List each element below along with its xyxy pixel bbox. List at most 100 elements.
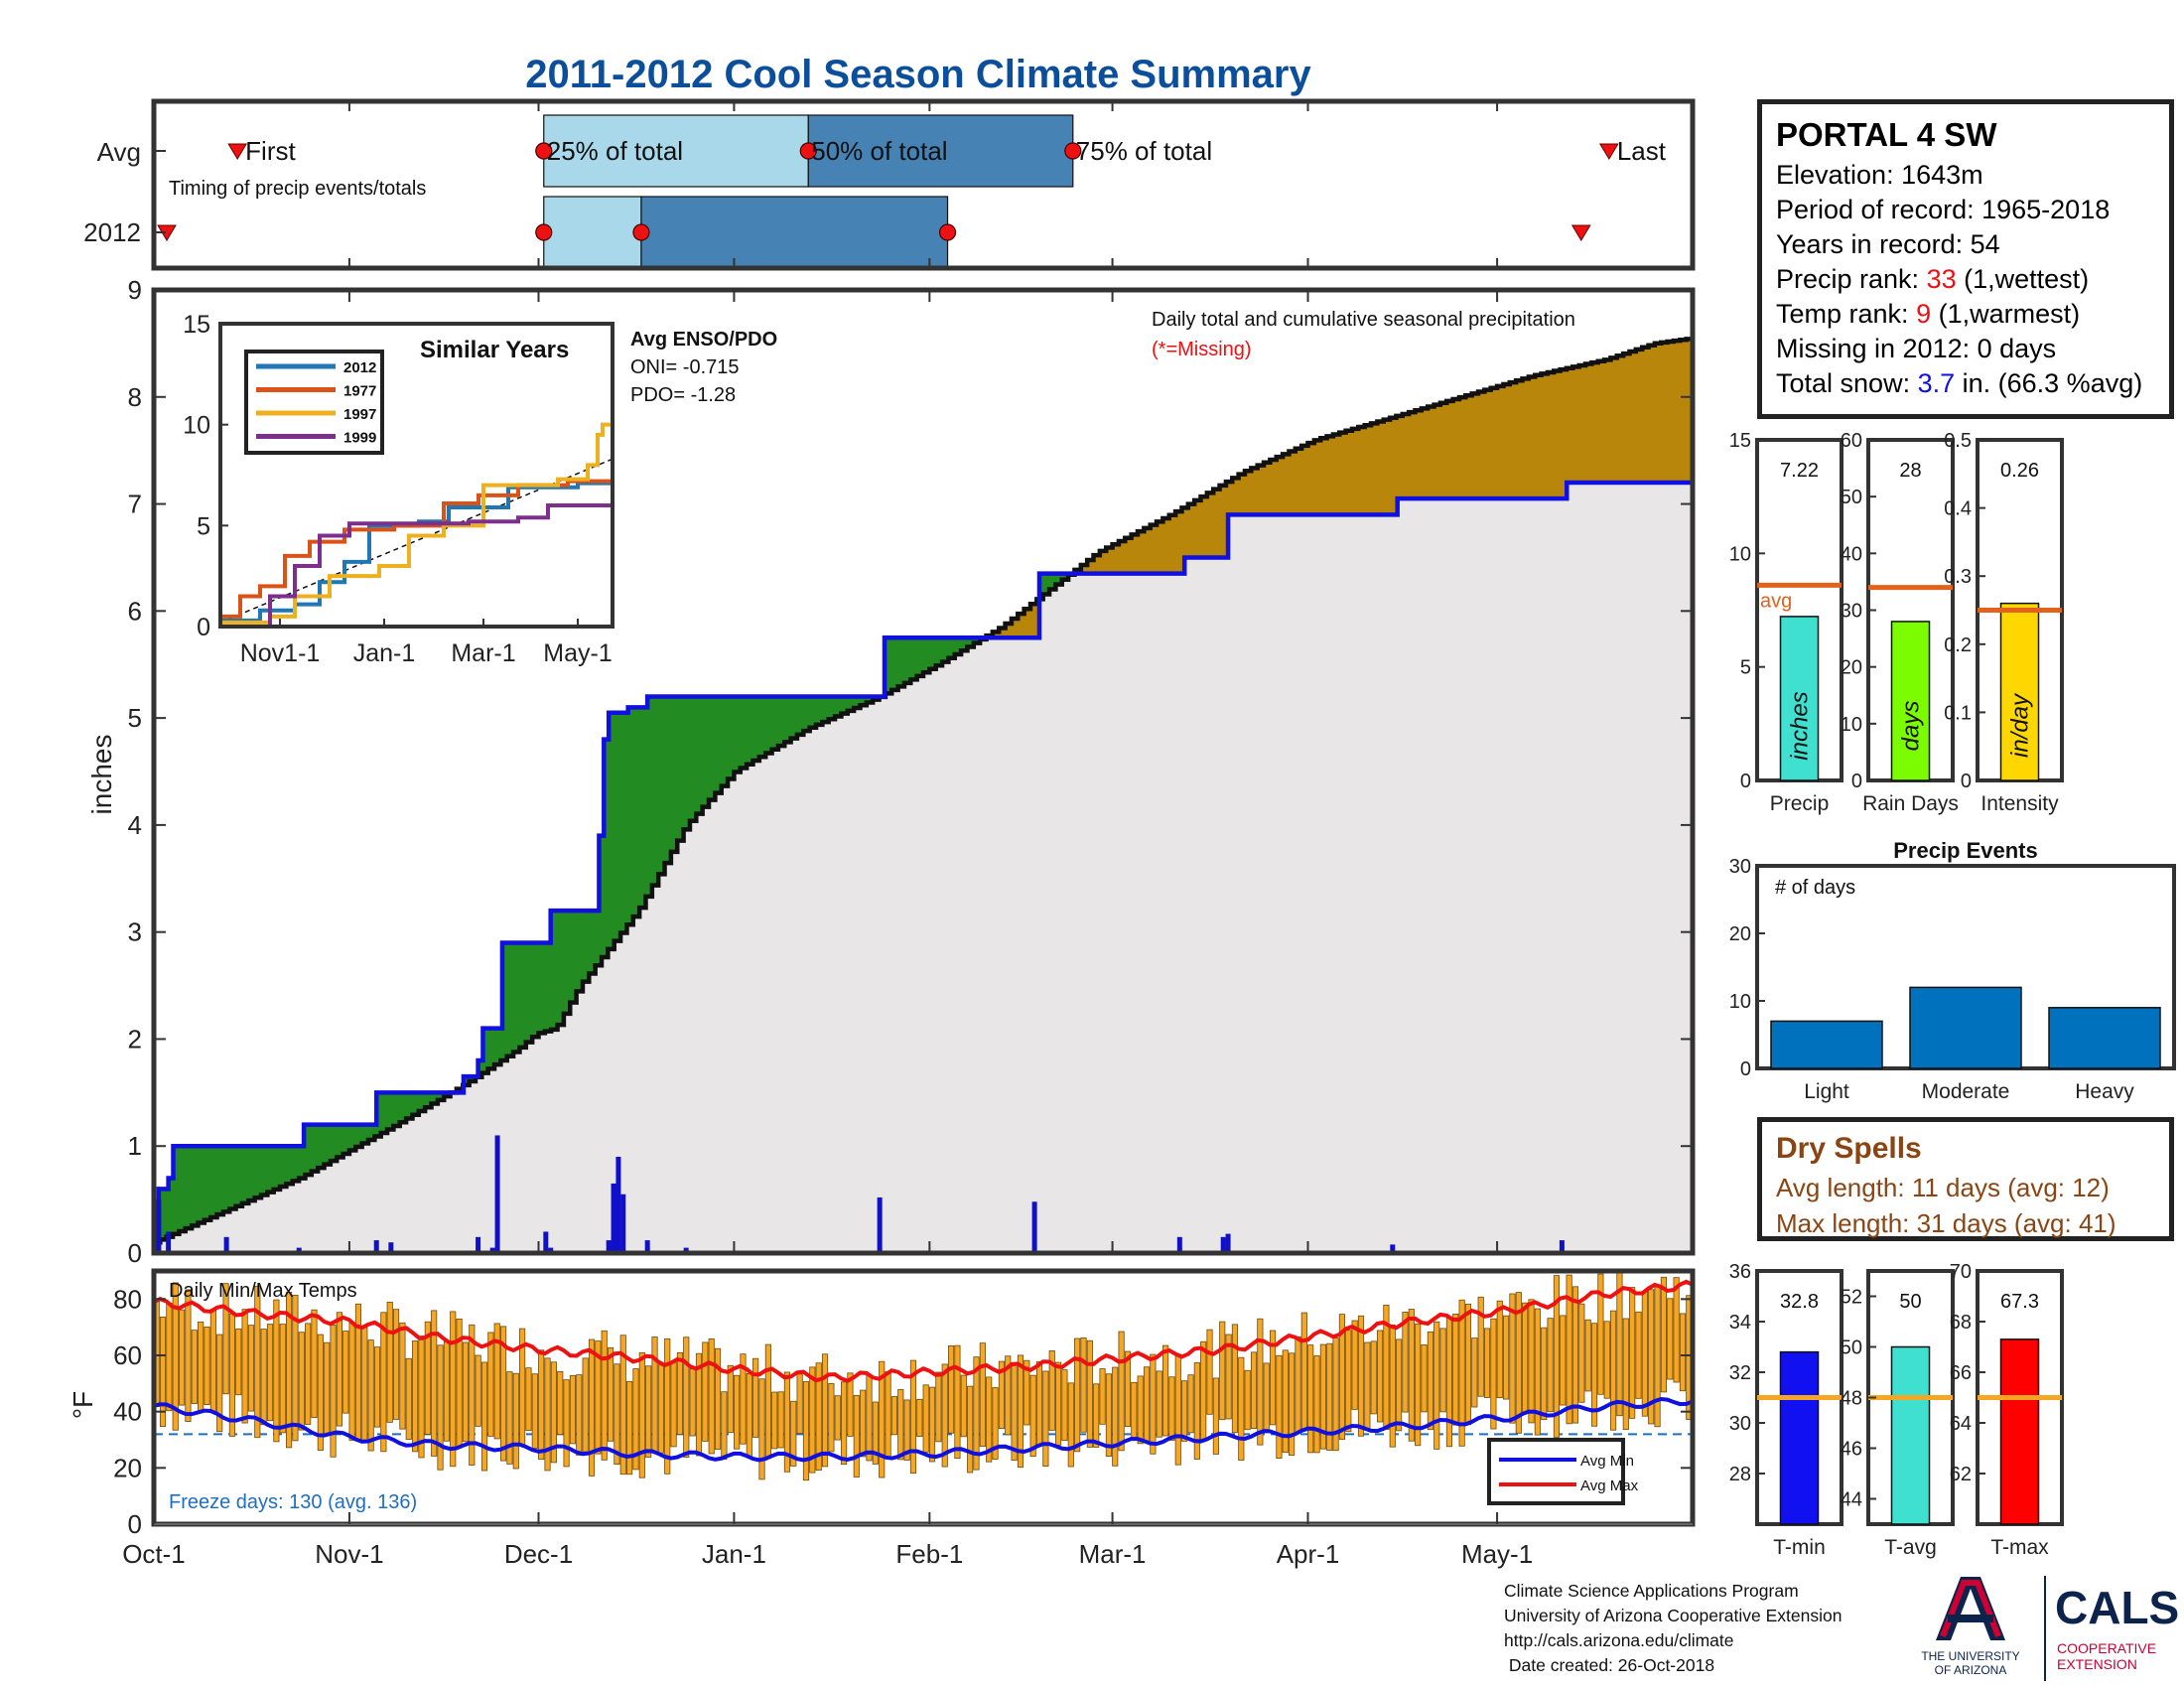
daily-temp-bar (1074, 1337, 1081, 1453)
2012-cumulative-line (154, 480, 1693, 1253)
daily-temp-bar (607, 1346, 614, 1442)
rain-days-y-tick-label: 60 (1841, 430, 1862, 452)
daily-temp-bar (412, 1340, 419, 1453)
daily-temp-bar (960, 1374, 967, 1438)
daily-temp-bar (450, 1311, 457, 1468)
daily-temp-bar (1250, 1351, 1258, 1429)
daily-temp-bar (853, 1395, 860, 1477)
daily-temp-bar (1458, 1299, 1465, 1447)
daily-precip-bar (1176, 1236, 1182, 1253)
avg-first-marker (227, 143, 248, 160)
daily-temp-bar (992, 1387, 999, 1460)
main-y-tick-label: 0 (128, 1238, 142, 1268)
daily-temp-bar (1584, 1319, 1591, 1392)
precip-events-bar (1770, 1020, 1883, 1069)
daily-temp-bar (1061, 1369, 1068, 1442)
precip-y-tick-label: 10 (1729, 543, 1751, 565)
inset-series-1999 (220, 503, 613, 627)
daily-temp-bar (1118, 1331, 1125, 1452)
credits-line-2: University of Arizona Cooperative Extens… (1504, 1606, 1843, 1625)
t-avg-value-label: 50 (1899, 1291, 1921, 1313)
daily-temp-bar (1345, 1330, 1352, 1433)
daily-temp-bar (1421, 1344, 1428, 1413)
daily-temp-bar (1156, 1370, 1162, 1438)
t-avg-y-tick-label: 52 (1841, 1287, 1862, 1309)
svg-text:COOPERATIVE: COOPERATIVE (2057, 1640, 2156, 1656)
temp-y-tick-label: 60 (113, 1340, 142, 1370)
daily-temp-bar (1616, 1271, 1623, 1417)
inset-title: Similar Years (420, 337, 569, 363)
daily-temp-bar (1534, 1308, 1541, 1436)
daily-temp-bar (657, 1364, 664, 1454)
daily-temp-bar (1471, 1337, 1478, 1408)
daily-temp-bar (1660, 1276, 1667, 1393)
daily-temp-bar (260, 1329, 267, 1426)
daily-temp-bar (336, 1312, 342, 1427)
daily-temp-bar (563, 1379, 570, 1468)
x-tick-label: Apr-1 (1277, 1539, 1340, 1569)
daily-temp-bar (373, 1346, 381, 1428)
rain-days-category-label: Rain Days (1862, 792, 1959, 815)
daily-temp-bar (1231, 1324, 1239, 1434)
x-tick-label: Nov-1 (315, 1539, 383, 1569)
daily-temp-bar (493, 1323, 500, 1440)
daily-temp-bar (1086, 1339, 1093, 1448)
daily-temp-bar (1654, 1284, 1661, 1428)
2012-q75-marker (938, 223, 957, 241)
precip-unit-label: inches (1787, 691, 1814, 760)
station-precip-rank: Precip rank: 33 (1,wettest) (1776, 264, 2090, 294)
daily-temp-bar (1225, 1334, 1232, 1420)
daily-temp-bar (1257, 1318, 1264, 1446)
daily-precip-bar (644, 1240, 650, 1253)
t-max-y-tick-label: 70 (1950, 1261, 1972, 1283)
daily-temp-bar (317, 1334, 324, 1451)
daily-temp-bar (361, 1327, 368, 1442)
daily-temp-bar (714, 1347, 722, 1450)
daily-temp-bar (847, 1372, 854, 1437)
daily-temp-bar (544, 1357, 551, 1472)
daily-temp-bar (614, 1363, 620, 1466)
avg-cumulative-line (154, 337, 1693, 1245)
daily-temp-bar (588, 1338, 596, 1477)
inset-y-tick-label: 15 (183, 311, 210, 339)
timing-panel-frame (151, 98, 1696, 271)
daily-temp-bar (330, 1325, 337, 1458)
daily-temp-bar (487, 1332, 494, 1437)
t-min-y-tick-label: 30 (1729, 1413, 1751, 1435)
station-missing: Missing in 2012: 0 days (1776, 334, 2057, 363)
inset-legend-label: 1999 (343, 430, 376, 447)
intensity-y-tick-label: 0.5 (1944, 430, 1972, 452)
temp-y-tick-label: 40 (113, 1397, 142, 1427)
main-y-tick-label: 5 (128, 703, 142, 733)
university-of-arizona-logo: THE UNIVERSITY OF ARIZONA (1921, 1577, 2020, 1677)
main-chart-frame (151, 287, 1696, 1256)
precip-events-category-label: Light (1804, 1080, 1849, 1103)
daily-temp-bar (941, 1363, 948, 1468)
daily-temp-bar (777, 1391, 784, 1449)
daily-temp-bar (204, 1327, 210, 1406)
row-label-2012: 2012 (83, 217, 141, 247)
avg-last-marker (1598, 143, 1619, 160)
daily-temp-bar (1193, 1362, 1200, 1460)
t-avg-category-label: T-avg (1884, 1536, 1937, 1559)
daily-temp-bar (1093, 1383, 1100, 1448)
daily-temp-bar (866, 1374, 873, 1462)
t-min-y-tick-label: 28 (1729, 1464, 1751, 1485)
daily-temp-bar (1522, 1302, 1529, 1413)
t-avg-bar (1890, 1345, 1931, 1525)
intensity-unit-label: in/day (2007, 692, 2034, 758)
daily-temp-bar (1622, 1318, 1629, 1431)
intensity-bar (1999, 602, 2040, 781)
dry-spells-box: Dry Spells Avg length: 11 days (avg: 12)… (1757, 1117, 2174, 1241)
station-years: Years in record: 54 (1776, 229, 2000, 259)
avg-min-line (154, 1396, 1693, 1463)
daily-temp-bar (979, 1342, 986, 1448)
credits-url: http://cals.arizona.edu/climate (1504, 1630, 1734, 1650)
last-label: Last (1617, 136, 1667, 166)
daily-temp-bar (292, 1295, 299, 1442)
cals-logo: CALS COOPERATIVE EXTENSION (2044, 1576, 2179, 1681)
dry-spells-title: Dry Spells (1776, 1132, 1922, 1165)
daily-temp-bar (998, 1360, 1005, 1429)
daily-temp-bar (1024, 1359, 1030, 1426)
daily-temp-bar (595, 1340, 602, 1455)
